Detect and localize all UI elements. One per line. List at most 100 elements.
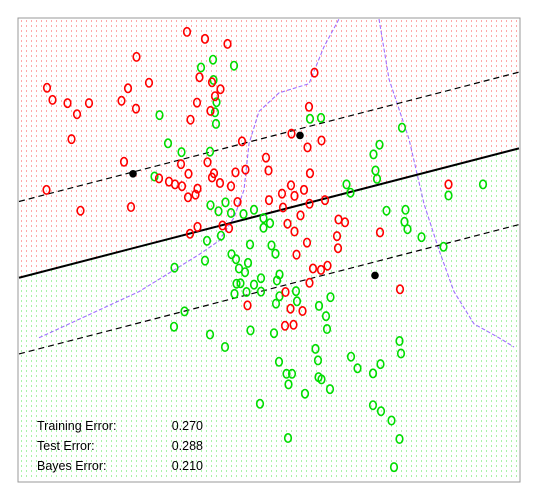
- green-point: [395, 433, 404, 444]
- red-point: [117, 95, 126, 106]
- green-point: [478, 179, 488, 190]
- red-point: [72, 109, 82, 120]
- red-point: [206, 105, 215, 116]
- test-error-value: 0.288: [172, 439, 203, 453]
- svm-lower-margin: [18, 224, 520, 355]
- green-point: [372, 173, 382, 184]
- green-point: [369, 149, 378, 160]
- red-point: [286, 303, 295, 314]
- green-point: [274, 356, 284, 367]
- data-points: [42, 26, 488, 473]
- green-point: [313, 355, 323, 366]
- green-point: [321, 311, 331, 322]
- red-point: [231, 167, 240, 178]
- green-point: [346, 187, 355, 198]
- green-point: [353, 363, 362, 374]
- svm-upper-margin: [18, 71, 520, 203]
- red-point: [289, 319, 298, 330]
- green-point: [155, 110, 164, 121]
- green-point: [376, 359, 385, 370]
- green-point: [255, 398, 265, 409]
- red-point: [184, 168, 193, 179]
- green-point: [305, 113, 315, 124]
- red-point: [224, 223, 234, 234]
- green-point: [326, 292, 335, 303]
- green-point: [314, 372, 323, 383]
- green-point: [208, 54, 218, 65]
- green-point: [287, 368, 297, 379]
- green-point: [220, 341, 230, 352]
- green-point: [249, 204, 259, 215]
- red-point: [207, 172, 217, 183]
- green-point: [200, 255, 210, 266]
- red-point: [84, 98, 94, 109]
- green-point: [300, 388, 310, 399]
- green-point: [230, 288, 239, 299]
- green-point: [249, 279, 259, 290]
- green-point: [163, 138, 173, 149]
- red-point: [317, 135, 326, 146]
- green-point: [177, 147, 186, 158]
- green-point: [216, 230, 226, 241]
- red-point: [261, 152, 271, 163]
- red-point: [375, 227, 385, 238]
- red-point: [305, 198, 314, 209]
- green-point: [311, 343, 320, 354]
- red-point: [182, 26, 192, 37]
- red-point: [444, 179, 453, 190]
- red-point: [195, 72, 204, 83]
- red-point: [42, 184, 51, 195]
- green-point: [231, 254, 241, 265]
- green-point: [376, 406, 386, 417]
- green-point: [401, 204, 410, 215]
- green-point: [342, 179, 351, 190]
- green-point: [271, 298, 281, 309]
- green-point: [439, 241, 448, 252]
- red-point: [132, 51, 141, 62]
- red-point: [340, 217, 350, 228]
- green-point: [314, 300, 324, 311]
- red-point: [126, 202, 136, 213]
- green-point: [283, 432, 293, 443]
- red-point: [287, 128, 296, 139]
- green-point: [272, 275, 282, 286]
- plot-frame: [17, 17, 521, 483]
- green-point: [205, 146, 215, 157]
- red-point: [154, 173, 164, 184]
- red-point: [303, 142, 312, 153]
- green-point: [444, 190, 453, 201]
- green-point: [205, 329, 215, 340]
- red-point: [333, 243, 343, 254]
- green-region-dots: [21, 150, 517, 477]
- red-point: [264, 195, 274, 206]
- red-point: [283, 218, 292, 229]
- green-point: [417, 232, 426, 243]
- red-point: [119, 156, 129, 167]
- red-point: [280, 320, 290, 331]
- green-point: [210, 107, 220, 118]
- green-point: [206, 200, 215, 211]
- red-point: [177, 181, 187, 192]
- red-point: [123, 83, 133, 94]
- green-point: [396, 348, 406, 359]
- red-point: [176, 159, 186, 170]
- green-point: [292, 296, 302, 307]
- green-point: [242, 286, 251, 297]
- green-point: [202, 235, 212, 246]
- green-point: [346, 351, 356, 362]
- red-point: [264, 165, 273, 176]
- red-point: [243, 300, 252, 311]
- green-point: [368, 400, 378, 411]
- bayes-error-value: 0.210: [172, 459, 203, 473]
- red-point: [210, 91, 220, 102]
- green-point: [267, 240, 276, 251]
- green-point: [395, 335, 404, 346]
- red-point: [183, 192, 193, 203]
- green-point: [236, 278, 245, 289]
- green-point: [275, 291, 284, 302]
- green-point: [316, 112, 326, 123]
- red-point: [191, 189, 200, 200]
- green-point: [256, 286, 266, 297]
- red-point: [277, 188, 287, 199]
